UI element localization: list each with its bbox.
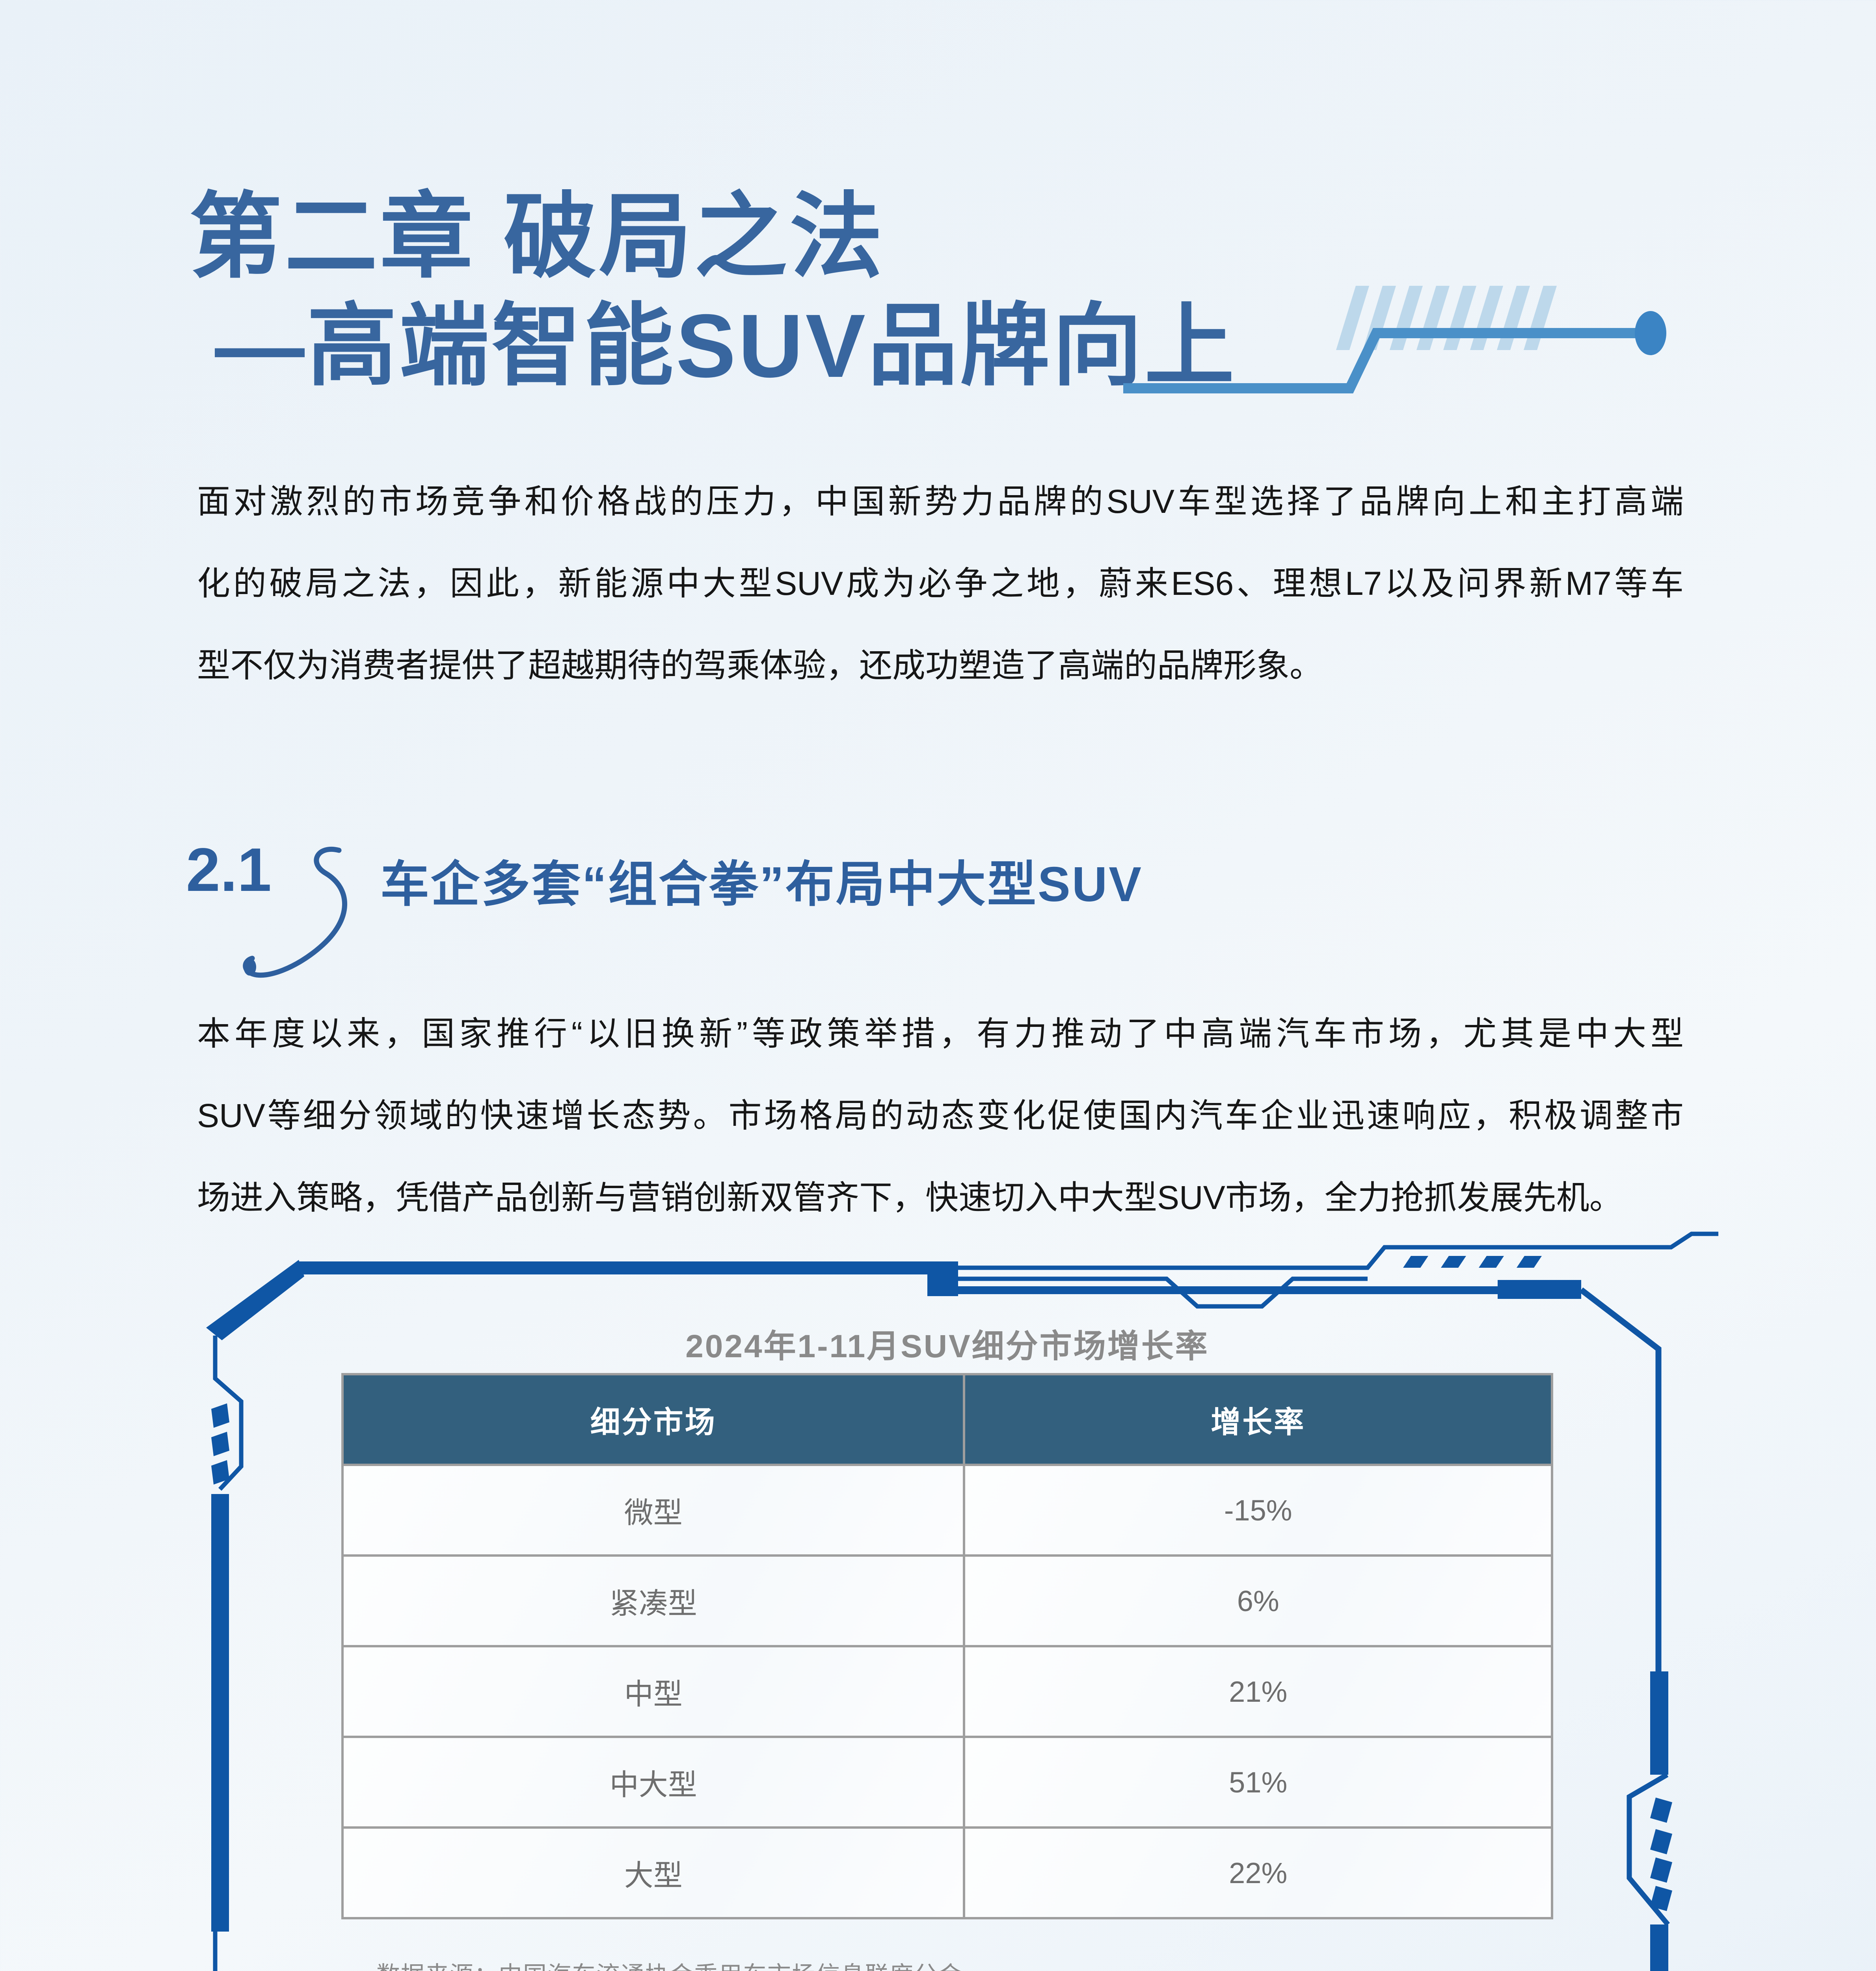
paragraph-line: 型不仅为消费者提供了超越期待的驾乘体验，还成功塑造了高端的品牌形象。 [197,647,1323,684]
segment-cell: 微型 [341,1464,966,1557]
paragraph-line: 本年度以来，国家推行“以旧换新”等政策举措，有力推动了中高端汽车市场，尤其是中大… [197,1015,1684,1052]
table-row: 紧凑型 6% [341,1554,1553,1647]
table-header-row: 细分市场 增长率 [341,1373,1553,1466]
segment-cell: 大型 [341,1826,966,1919]
figure-title: 2024年1-11月SUV细分市场增长率 [685,1328,1209,1364]
paragraph-line: 化的破局之法，因此，新能源中大型SUV成为必争之地，蔚来ES6、理想L7以及问界… [197,565,1684,602]
chapter-decoration [1123,286,1666,393]
growth-cell: 22% [963,1826,1553,1919]
circuit-line [1123,328,1636,393]
segment-cell: 中大型 [341,1736,966,1829]
section-number: 2.1 [186,836,272,904]
paragraph-line: SUV等细分领域的快速增长态势。市场格局的动态变化促使国内汽车企业迅速响应，积极… [197,1097,1684,1134]
frame-left-bar [211,1494,229,1932]
growth-cell: 51% [963,1736,1553,1829]
frame-top-bar [299,1261,927,1274]
growth-cell: -15% [963,1464,1553,1557]
chapter-title-line2: —高端智能SUV品牌向上 [215,296,1237,396]
section-title: 车企多套“组合拳”布局中大型SUV [380,857,1143,912]
table-row: 微型 -15% [341,1464,1553,1557]
frame-corner-diagonal [206,1260,304,1340]
body-paragraph: 本年度以来，国家推行“以旧换新”等政策举措，有力推动了中高端汽车市场，尤其是中大… [197,993,1684,1239]
paragraph-line: 场进入策略，凭借产品创新与营销创新双管齐下，快速切入中大型SUV市场，全力抢抓发… [197,1179,1623,1216]
segment-cell: 紧凑型 [341,1554,966,1647]
growth-cell: 21% [963,1645,1553,1738]
chapter-title-line1: 第二章 破局之法 [189,185,885,289]
segment-growth-table: 细分市场 增长率 微型 -15% 紧凑型 6% 中型 21% 中大型 51% 大… [341,1373,1553,1919]
table-row: 大型 22% [341,1826,1553,1919]
intro-paragraph: 面对激烈的市场竞争和价格战的压力，中国新势力品牌的SUV车型选择了品牌向上和主打… [197,460,1684,706]
growth-cell: 6% [963,1554,1553,1647]
column-header-segment: 细分市场 [341,1373,966,1466]
segment-cell: 中型 [341,1645,966,1738]
table-row: 中型 21% [341,1645,1553,1738]
column-header-growth: 增长率 [963,1373,1553,1466]
frame-step-block [927,1261,958,1296]
figure-frame [206,1231,1718,1971]
circuit-dot-icon [1635,311,1666,355]
swoosh-icon [243,847,347,978]
figure-source: 数据来源：中国汽车流通协会乘用车市场信息联席分会 [376,1956,963,1971]
table-row: 中大型 51% [341,1736,1553,1829]
paragraph-line: 面对激烈的市场竞争和价格战的压力，中国新势力品牌的SUV车型选择了品牌向上和主打… [197,483,1684,520]
